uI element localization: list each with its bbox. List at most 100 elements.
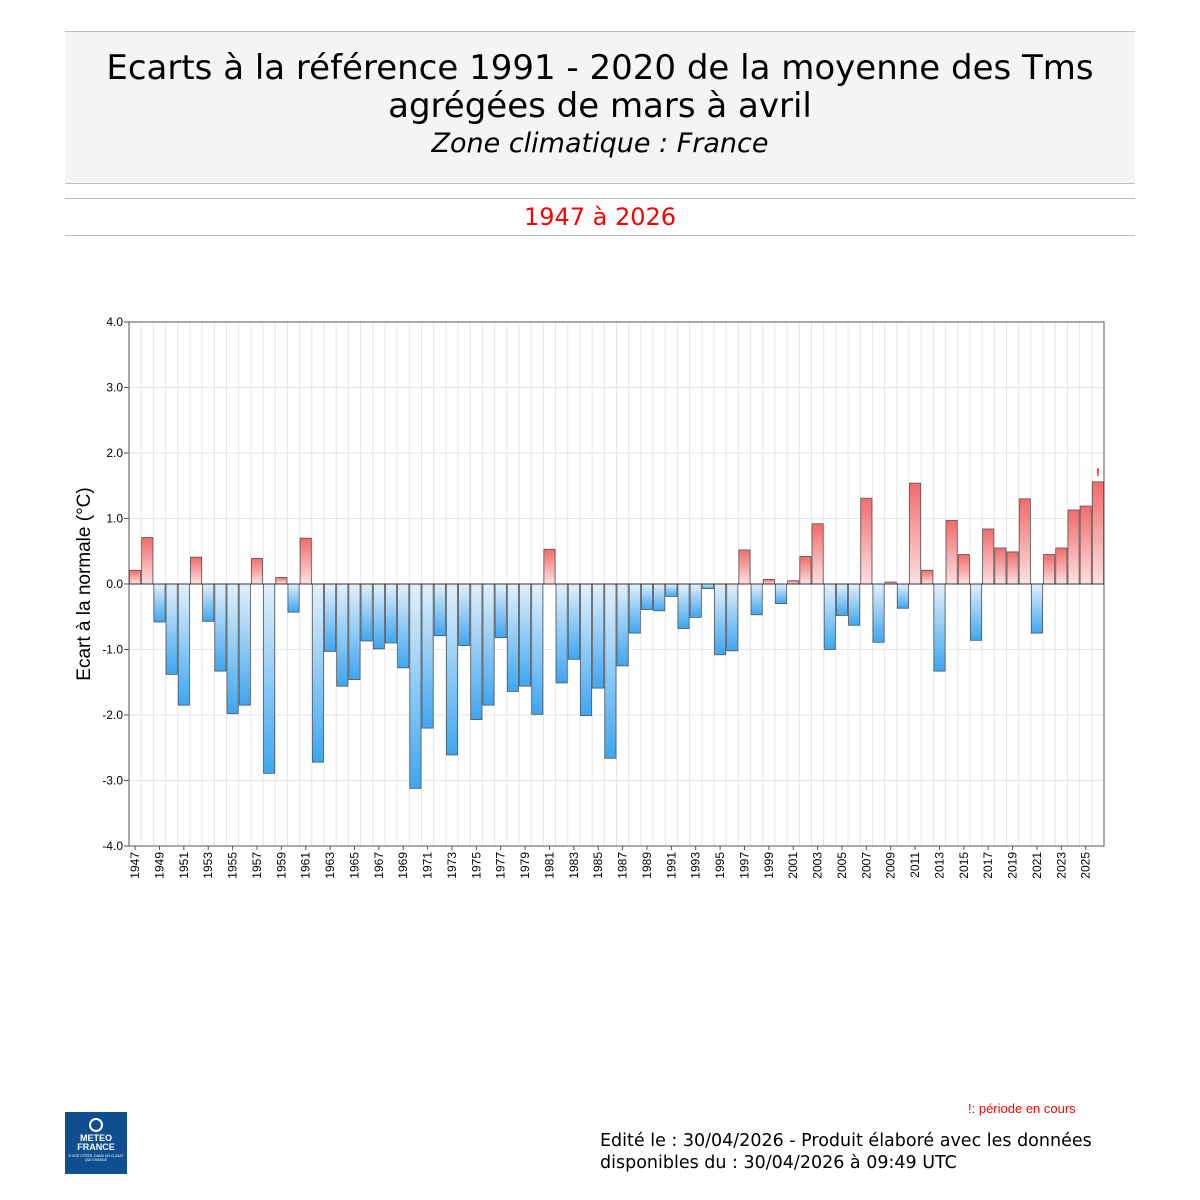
y-tick-label: 1.0 (106, 512, 123, 526)
bar-1997 (738, 549, 751, 585)
bar-1952 (190, 556, 203, 585)
bar-1954 (214, 583, 227, 672)
bar-1996 (726, 583, 739, 652)
y-tick-label: -1.0 (102, 643, 123, 657)
bar-2019 (1006, 551, 1019, 585)
x-tick-label: 1947 (128, 852, 142, 879)
bar-1993 (689, 583, 702, 618)
bar-1972 (433, 583, 446, 637)
bar-2010 (896, 583, 909, 609)
chart-title-line-2: agrégées de mars à avril (388, 86, 812, 126)
bar-chart: ! -4.0-3.0-2.0-1.00.01.02.03.04.0 1947 19… (74, 315, 1105, 879)
x-tick-label: 1961 (299, 852, 313, 879)
bar-1978 (506, 583, 519, 692)
x-tick-labels: 1947 1949 1951 1953 1955 1957 1959 1961 1963 1965… (128, 846, 1093, 879)
bar-1965 (348, 583, 361, 681)
bar-1950 (165, 583, 178, 675)
bar-1998 (750, 583, 763, 616)
bar-1977 (494, 583, 507, 639)
x-tick-label: 1975 (469, 852, 483, 879)
bar-1987 (616, 583, 629, 667)
x-tick-label: 1979 (518, 852, 532, 879)
y-tick-label: -4.0 (102, 839, 123, 853)
y-tick-label: 0.0 (106, 577, 123, 591)
x-tick-label: 1991 (664, 852, 678, 879)
x-tick-label: 1985 (591, 852, 605, 879)
x-tick-label: 1973 (445, 852, 459, 879)
x-tick-label: 2023 (1054, 852, 1068, 879)
y-tick-label: 3.0 (106, 381, 123, 395)
bar-2018 (994, 547, 1007, 585)
bar-1979 (519, 583, 532, 687)
x-tick-label: 1993 (689, 852, 703, 879)
title-panel: Ecarts à la référence 1991 - 2020 de la … (65, 31, 1135, 184)
bar-2020 (1018, 498, 1031, 585)
x-tick-label: 1969 (396, 852, 410, 879)
bar-2017 (982, 528, 995, 585)
bar-1976 (482, 583, 495, 706)
bar-1948 (141, 537, 154, 585)
edition-info: Edité le : 30/04/2026 - Produit élaboré … (600, 1130, 1092, 1174)
bar-1985 (592, 583, 605, 689)
bar-1953 (202, 583, 215, 622)
in-progress-marker: ! (1096, 467, 1100, 479)
x-tick-label: 1967 (372, 852, 386, 879)
edition-line-2: disponibles du : 30/04/2026 à 09:49 UTC (600, 1153, 957, 1173)
y-tick-label: 2.0 (106, 446, 123, 460)
bar-2002 (799, 556, 812, 585)
meteo-france-logo: METEO FRANCE À VOS CÔTÉS, DANS UN CLIMAT… (65, 1112, 127, 1174)
x-tick-label: 2003 (811, 852, 825, 879)
x-tick-label: 1981 (542, 852, 556, 879)
bar-1980 (531, 583, 544, 715)
bar-2015 (957, 554, 970, 585)
x-tick-label: 2011 (908, 852, 922, 878)
bar-1964 (336, 583, 349, 687)
bar-1994 (701, 583, 714, 589)
bar-1986 (604, 583, 617, 759)
bar-1990 (653, 583, 666, 612)
chart-title-line-1: Ecarts à la référence 1991 - 2020 de la … (106, 48, 1094, 88)
bar-1957 (250, 558, 263, 585)
x-tick-label: 1995 (713, 852, 727, 879)
bar-1960 (287, 583, 300, 613)
bar-2006 (848, 583, 861, 626)
bar-1991 (665, 583, 678, 597)
bar-1984 (580, 583, 593, 717)
x-tick-label: 2005 (835, 852, 849, 879)
bar-2014 (945, 520, 958, 585)
y-axis-label: Ecart à la normale (°C) (74, 487, 95, 680)
x-tick-label: 2013 (932, 852, 946, 879)
logo-text-1: METEO (79, 1133, 112, 1143)
bar-2025 (1079, 505, 1092, 585)
x-tick-label: 2019 (1006, 852, 1020, 879)
bar-1962 (311, 583, 324, 763)
bar-1982 (555, 583, 568, 684)
bar-1963 (324, 583, 337, 652)
y-tick-label: 4.0 (106, 315, 123, 329)
bar-1974 (458, 583, 471, 646)
x-tick-label: 1971 (421, 852, 435, 879)
bar-1969 (397, 583, 410, 669)
bar-2023 (1055, 547, 1068, 585)
bar-2012 (921, 569, 934, 585)
bar-2011 (909, 482, 922, 585)
bar-1951 (177, 583, 190, 706)
logo-tagline: À VOS CÔTÉS, DANS UN CLIMAT QUI CHANGE (68, 1154, 124, 1162)
bar-2024 (1067, 509, 1080, 585)
period-panel: 1947 à 2026 (65, 198, 1135, 236)
bar-1959 (275, 577, 288, 585)
bar-2007 (860, 497, 873, 585)
bar-2008 (872, 583, 885, 643)
x-tick-label: 2007 (859, 852, 873, 879)
x-tick-label: 2025 (1079, 852, 1093, 879)
x-tick-label: 2001 (786, 852, 800, 879)
bar-1956 (238, 583, 251, 706)
bar-1995 (714, 583, 727, 656)
bar-2016 (970, 583, 983, 641)
bar-2013 (933, 583, 946, 672)
y-tick-label: -3.0 (102, 774, 123, 788)
bar-2003 (811, 523, 824, 585)
bar-1947 (129, 569, 142, 585)
bar-1989 (640, 583, 653, 610)
bar-2000 (775, 583, 788, 605)
